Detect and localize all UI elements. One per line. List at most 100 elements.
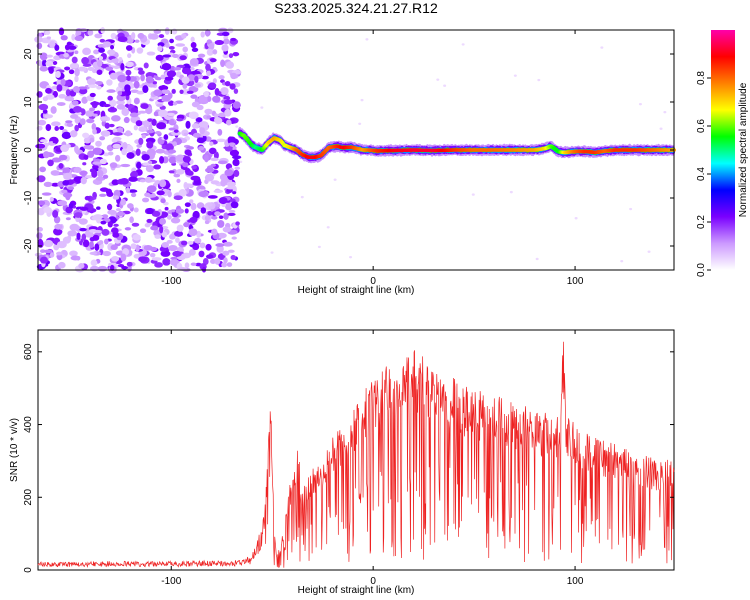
spectrogram-cell [116,103,126,110]
spectrogram-cell [179,89,184,94]
spectrogram-y-tick-label: 0 [23,147,34,153]
spectrogram-cell [107,49,116,56]
spectrogram-cell [194,75,199,84]
spectrogram-cell [161,94,171,102]
spectrogram-cell [229,149,240,157]
spectrogram-cell [60,35,68,41]
snr-y-tick-label: 600 [23,343,34,360]
spectrogram-cell [58,93,67,99]
spectrogram-cell [135,148,141,156]
spectrogram-cell [37,200,46,206]
spectrogram-cell [121,148,128,156]
spectrogram-cell [37,119,47,126]
spectrogram-cell [77,66,87,72]
spectrogram-cell [107,221,113,228]
spectrogram-cell [189,216,198,224]
spectrogram-cell [56,102,66,106]
spectrogram-cell [76,232,81,240]
spectrogram-cell [214,211,221,216]
spectrogram-cell [172,53,179,58]
spectrogram-cell [167,190,172,198]
spectrogram-cell [86,118,95,124]
spectrogram-cell [203,90,210,98]
spectrogram-cell [124,84,131,92]
spectrogram-cell [141,153,150,161]
spectrogram-cell [120,62,125,71]
snr-y-axis: 0 200 400 600 [23,343,674,573]
spectrogram-cell [436,78,440,81]
spectrogram-cell [88,84,98,88]
spectrogram-cell [128,189,138,193]
chart-title: S233.2025.324.21.27.R12 [274,0,438,16]
spectrogram-cell [96,206,101,210]
spectrogram-cell [176,118,184,122]
colorbar-gradient [711,30,735,270]
spectrogram-cell [235,221,240,226]
spectrogram-cell [198,145,205,151]
spectrogram-cell [443,84,447,87]
spectrogram-cell [124,227,132,231]
spectrogram-cell [199,242,206,249]
snr-y-tick-label: 200 [23,488,34,505]
spectrogram-cell [132,234,141,241]
spectrogram-cell [73,166,82,174]
spectrogram-cell [125,187,131,194]
spectrogram-cell [190,175,201,181]
spectrogram-y-tick-label: -20 [23,238,34,253]
spectrogram-cell [198,250,205,258]
spectrogram-cell [207,211,213,216]
spectrogram-cell [156,122,167,130]
spectrogram-cell [36,232,43,240]
spectrogram-cell [176,224,184,232]
spectrogram-cell [184,208,189,214]
spectrogram-cell [112,143,122,149]
spectrogram-cell [175,237,180,244]
spectrogram-cell [63,172,73,181]
spectrogram-cell [139,179,146,183]
spectrogram-cell [218,196,228,205]
spectrogram-cell [125,45,133,51]
spectrogram-cell [158,34,165,39]
spectrogram-cell [71,34,76,41]
spectrogram-cell [211,215,218,220]
spectrogram-cell [228,229,238,235]
spectrogram-cell [140,103,149,109]
spectrogram-cell [100,130,111,137]
spectrogram-cell [215,243,225,247]
snr-series [37,341,675,568]
spectrogram-cell [191,47,199,52]
spectrogram-cell [190,94,198,99]
spectrogram-cell [122,142,128,150]
spectrogram-cell [112,132,123,136]
spectrogram-cell [188,248,196,256]
spectrogram-cell [81,57,90,65]
spectrogram-x-tick-label: -100 [161,276,181,287]
spectrogram-cell [210,163,217,167]
spectrogram-cell [134,39,140,43]
spectrogram-cell [223,99,233,105]
spectrogram-cell [136,90,145,95]
spectrogram-cell [204,220,210,225]
spectrogram-cell [56,240,67,249]
spectrogram-cell [56,84,63,92]
spectrogram-cell [166,112,175,117]
spectrogram-cell [92,161,102,165]
spectrogram-cell [326,226,330,229]
snr-y-tick-label: 400 [23,416,34,433]
spectrogram-cell [110,32,117,40]
spectrogram-cell [159,225,164,234]
spectrogram-cell [205,243,212,251]
spectrogram-cell [64,96,75,102]
spectrogram-cell [223,257,228,264]
spectrogram-cell [59,125,65,130]
spectrogram-cell [118,57,123,62]
spectrogram-cell [535,257,539,261]
spectrogram-cell [158,109,168,118]
spectrogram-cell [89,137,95,143]
spectrogram-cell [112,232,120,238]
spectrogram-cell [205,63,211,71]
spectrogram-cell [58,27,65,36]
spectrogram-cell [159,156,165,164]
snr-x-tick-label: 0 [370,576,376,587]
spectrogram-cell [168,156,177,164]
